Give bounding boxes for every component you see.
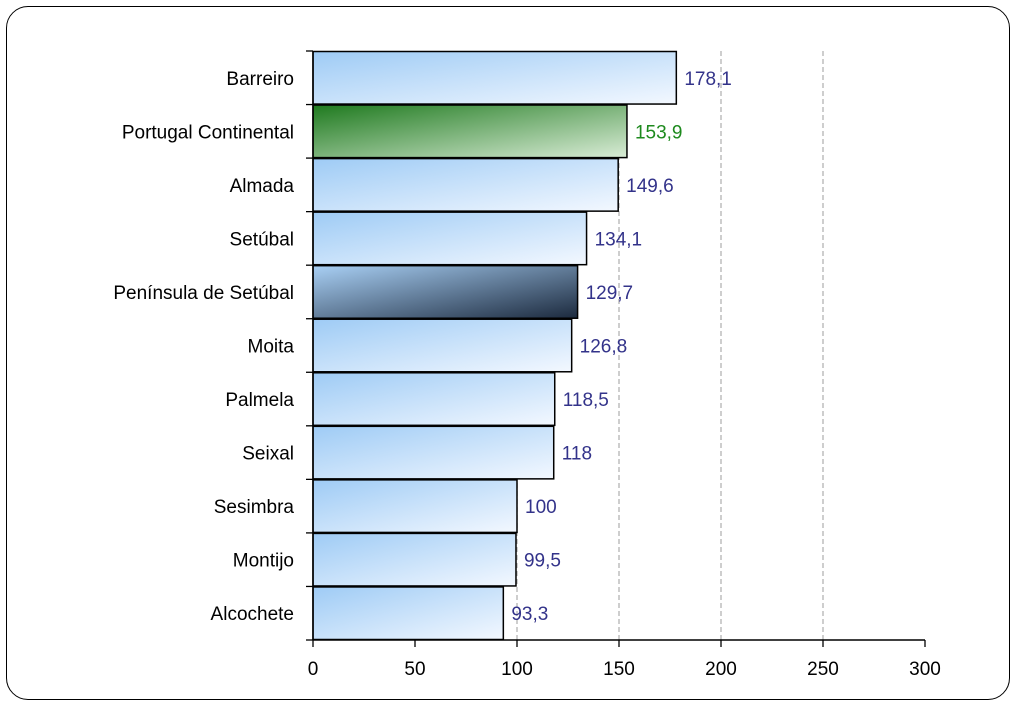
value-label-moita: 126,8 bbox=[580, 337, 628, 358]
category-label-setubal: Setúbal bbox=[230, 229, 294, 250]
bars bbox=[312, 50, 678, 641]
value-label-montijo: 99,5 bbox=[524, 551, 561, 572]
x-tick-label-0: 0 bbox=[308, 659, 319, 680]
x-tick-label-150: 150 bbox=[603, 659, 635, 680]
x-tick-label-50: 50 bbox=[404, 659, 425, 680]
x-tick-label-200: 200 bbox=[705, 659, 737, 680]
category-label-seixal: Seixal bbox=[242, 444, 294, 465]
category-label-portugal-continental: Portugal Continental bbox=[122, 122, 294, 143]
value-label-setubal: 134,1 bbox=[595, 229, 643, 250]
category-label-barreiro: Barreiro bbox=[226, 69, 294, 90]
category-label-palmela: Palmela bbox=[225, 390, 294, 411]
value-label-alcochete: 93,3 bbox=[511, 604, 548, 625]
bar-almada bbox=[312, 157, 619, 212]
category-label-moita: Moita bbox=[248, 337, 295, 358]
bar-moita bbox=[312, 318, 573, 373]
category-label-montijo: Montijo bbox=[233, 551, 294, 572]
category-label-almada: Almada bbox=[230, 176, 295, 197]
category-label-sesimbra: Sesimbra bbox=[214, 497, 295, 518]
value-label-almada: 149,6 bbox=[626, 176, 674, 197]
bar-alcochete bbox=[312, 586, 505, 641]
bar-portugal-continental bbox=[312, 104, 628, 159]
value-label-palmela: 118,5 bbox=[563, 390, 609, 411]
bar-palmela bbox=[312, 372, 556, 427]
bar-setubal bbox=[312, 211, 588, 266]
category-label-alcochete: Alcochete bbox=[211, 604, 294, 625]
x-tick-label-100: 100 bbox=[501, 659, 533, 680]
value-label-portugal-continental: 153,9 bbox=[635, 122, 683, 143]
axes bbox=[306, 50, 926, 647]
value-label-sesimbra: 100 bbox=[525, 497, 557, 518]
value-label-barreiro: 178,1 bbox=[684, 69, 732, 90]
value-labels: 178,1 153,9 149,6 134,1 129,7 126,8 118,5 118 10… bbox=[511, 69, 732, 625]
bar-montijo bbox=[312, 532, 517, 587]
bar-seixal bbox=[312, 425, 555, 480]
category-label-peninsula-de-setubal: Península de Setúbal bbox=[113, 283, 294, 304]
bar-sesimbra bbox=[312, 479, 518, 534]
bar-barreiro bbox=[312, 50, 678, 105]
value-label-peninsula-de-setubal: 129,7 bbox=[586, 283, 634, 304]
x-tick-label-300: 300 bbox=[909, 659, 941, 680]
tick-labels: 0 50 100 150 200 250 300 bbox=[308, 659, 941, 680]
category-labels: Barreiro Portugal Continental Almada Setúba… bbox=[113, 69, 294, 625]
value-label-seixal: 118 bbox=[562, 444, 592, 465]
x-tick-label-250: 250 bbox=[807, 659, 839, 680]
bar-peninsula-de-setubal bbox=[312, 264, 579, 319]
